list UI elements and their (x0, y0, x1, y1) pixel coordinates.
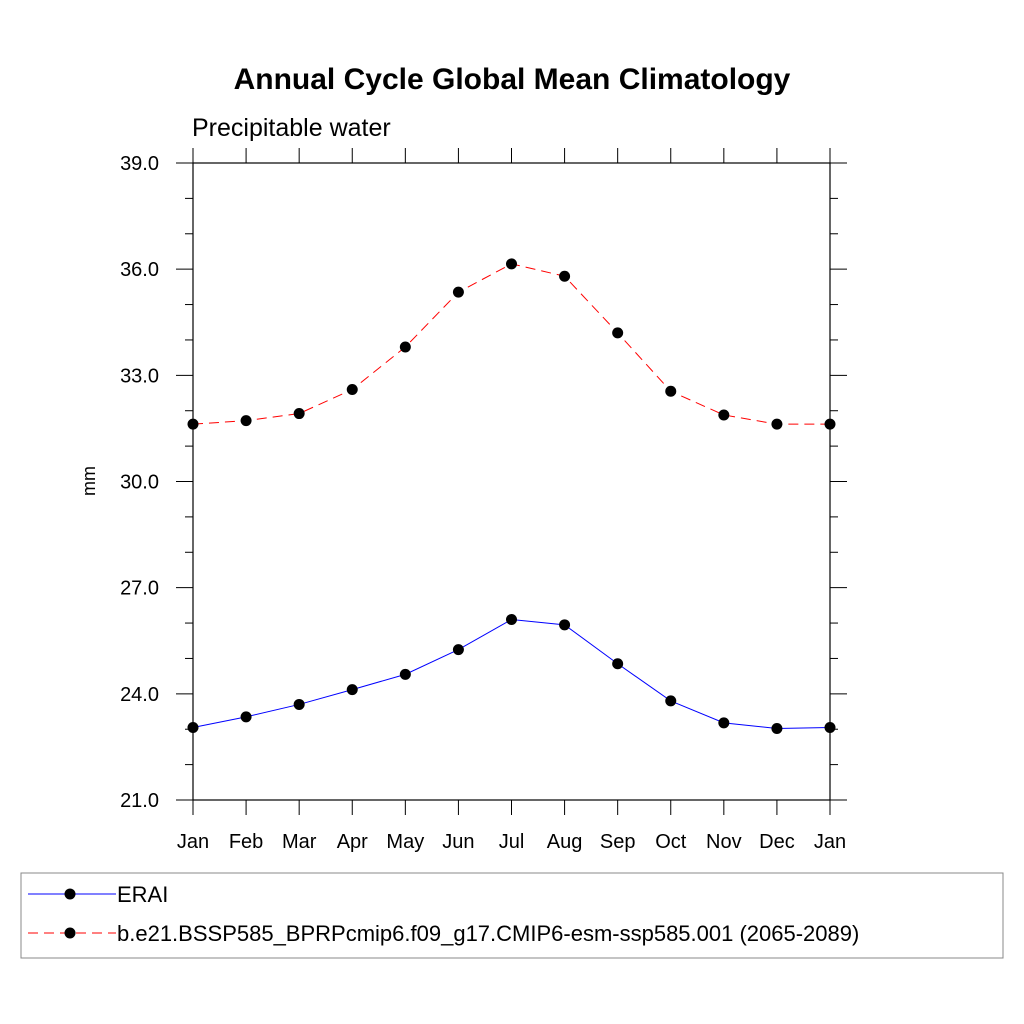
x-tick-label: Sep (600, 831, 636, 853)
y-tick-label: 30.0 (120, 472, 159, 494)
y-tick-label: 33.0 (120, 365, 159, 387)
series-0-point (187, 721, 199, 733)
y-tick-label: 36.0 (120, 259, 159, 281)
legend-label-model: b.e21.BSSP585_BPRPcmip6.f09_g17.CMIP6-es… (117, 921, 859, 946)
x-tick-label: Aug (547, 831, 583, 853)
series-0-point (771, 723, 783, 735)
series-0-point (559, 619, 571, 631)
legend-marker-erai (64, 888, 76, 900)
series-line-0 (192, 619, 831, 730)
legend-label-erai: ERAI (117, 882, 168, 907)
y-tick-label: 24.0 (120, 684, 159, 706)
series-0-point (346, 684, 358, 696)
legend-box (20, 872, 1004, 959)
x-tick-label: Mar (282, 831, 317, 853)
y-axis-ticks: 21.0 24.0 27.0 30.0 33.0 36.0 39.0 (120, 153, 847, 812)
x-tick-label: Dec (759, 831, 795, 853)
series-0-point (718, 717, 730, 729)
series-0-point (506, 614, 517, 626)
series-1-point (824, 418, 836, 430)
series-1-point (399, 341, 411, 353)
y-axis-label: mm (79, 466, 99, 496)
x-tick-label: Feb (229, 831, 263, 853)
x-tick-label: Jan (814, 831, 846, 853)
series-0-point (612, 658, 624, 670)
series-0-point (293, 698, 305, 710)
legend: ERAI b.e21.BSSP585_BPRPcmip6.f09_g17.CMI… (20, 872, 1004, 959)
x-tick-label: May (386, 831, 424, 853)
x-axis-ticks: Jan Feb Mar Apr May Jun Jul Aug Sep Oct Nov Dec Jan (177, 148, 846, 853)
series-1-point (559, 270, 571, 282)
series-0-point (452, 644, 464, 656)
series-1-point (506, 258, 517, 270)
series-1-point (452, 286, 464, 298)
series-layer (187, 258, 836, 735)
legend-marker-model (64, 927, 76, 939)
series-1-point (665, 385, 677, 397)
y-tick-label: 27.0 (120, 578, 159, 600)
series-1-point (293, 408, 305, 420)
x-tick-label: Jun (442, 831, 474, 853)
chart-title: Annual Cycle Global Mean Climatology (234, 63, 791, 96)
x-tick-label: Apr (337, 831, 368, 853)
series-1-point (771, 418, 783, 430)
series-line-1 (192, 263, 830, 425)
series-1-point (718, 409, 730, 421)
x-tick-label: Jul (499, 831, 525, 853)
series-0-point (824, 721, 836, 733)
x-tick-label: Jan (177, 831, 209, 853)
y-tick-label: 39.0 (120, 153, 159, 175)
x-tick-label: Nov (706, 831, 742, 853)
series-1-point (240, 415, 252, 427)
chart-subtitle: Precipitable water (192, 114, 391, 142)
x-tick-label: Oct (655, 831, 687, 853)
y-tick-label: 21.0 (120, 790, 159, 812)
series-0-point (240, 711, 252, 723)
series-0-point (399, 668, 411, 680)
series-1-point (612, 327, 624, 339)
series-0-point (665, 695, 677, 707)
series-1-point (346, 383, 358, 395)
series-1-point (187, 418, 199, 430)
